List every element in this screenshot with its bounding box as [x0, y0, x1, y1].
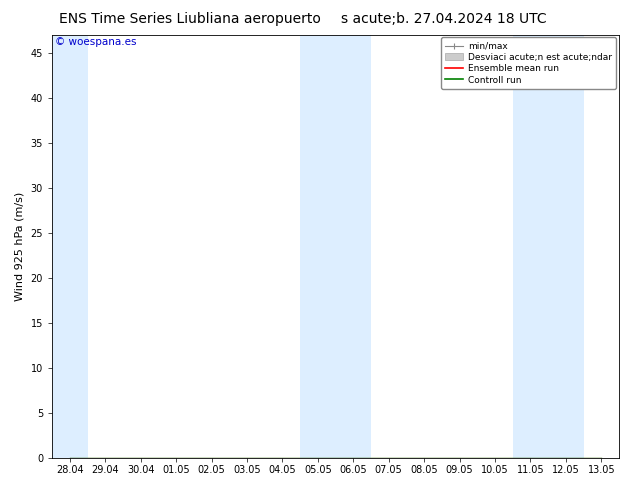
Bar: [300, 35, 371, 458]
Bar: [52, 35, 87, 458]
Bar: [513, 35, 583, 458]
Legend: min/max, Desviaci acute;n est acute;ndar, Ensemble mean run, Controll run: min/max, Desviaci acute;n est acute;ndar…: [441, 37, 616, 89]
Text: ENS Time Series Liubliana aeropuerto: ENS Time Series Liubliana aeropuerto: [59, 12, 321, 26]
Text: s acute;b. 27.04.2024 18 UTC: s acute;b. 27.04.2024 18 UTC: [341, 12, 547, 26]
Y-axis label: Wind 925 hPa (m/s): Wind 925 hPa (m/s): [15, 192, 25, 301]
Text: © woespana.es: © woespana.es: [55, 37, 136, 47]
